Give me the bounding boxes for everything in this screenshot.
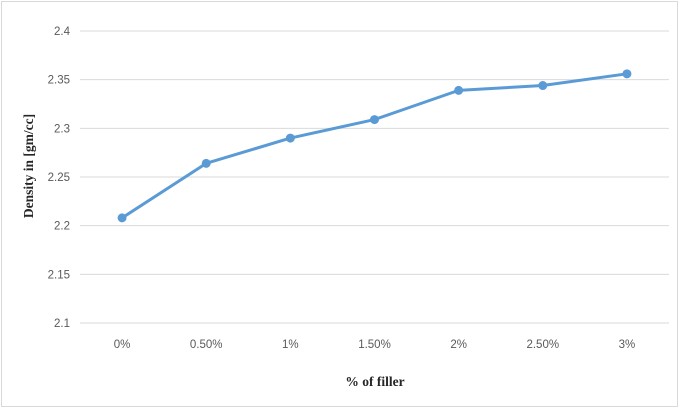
x-tick-label: 2% [450,339,467,351]
x-axis-title: % of filler [345,374,404,389]
y-tick-label: 2.2 [54,221,70,233]
data-point [454,85,464,95]
chart-frame: 2.1 2.15 2.2 2.25 2.3 2.35 2.4 0% 0.50% 1% 1.50% 2… [1,1,678,407]
y-tick-label: 2.35 [48,75,70,87]
x-tick-label: 1% [282,339,299,351]
data-point [117,213,127,223]
y-tick-label: 2.1 [54,318,70,330]
density-line-chart: 2.1 2.15 2.2 2.25 2.3 2.35 2.4 0% 0.50% 1% 1.50% 2… [21,26,669,389]
series-line [120,72,629,220]
x-axis-ticks: 0% 0.50% 1% 1.50% 2% 2.50% 3% [114,339,635,351]
y-tick-label: 2.15 [48,269,70,281]
data-point [370,115,379,125]
data-point [622,69,632,79]
y-axis-title: Density in [gm/cc] [21,114,36,218]
y-tick-label: 2.4 [54,26,71,38]
data-point [538,81,548,91]
y-axis-ticks: 2.1 2.15 2.2 2.25 2.3 2.35 2.4 [48,26,71,330]
y-tick-label: 2.25 [48,172,70,184]
x-tick-label: 0% [114,339,131,351]
x-tick-label: 1.50% [358,339,391,351]
x-tick-label: 2.50% [526,339,559,351]
data-point [201,158,211,168]
x-tick-label: 0.50% [190,339,223,351]
y-tick-label: 2.3 [54,123,70,135]
gridlines [80,30,669,324]
series-density [117,69,632,223]
data-point [285,133,295,143]
x-tick-label: 3% [619,339,636,351]
